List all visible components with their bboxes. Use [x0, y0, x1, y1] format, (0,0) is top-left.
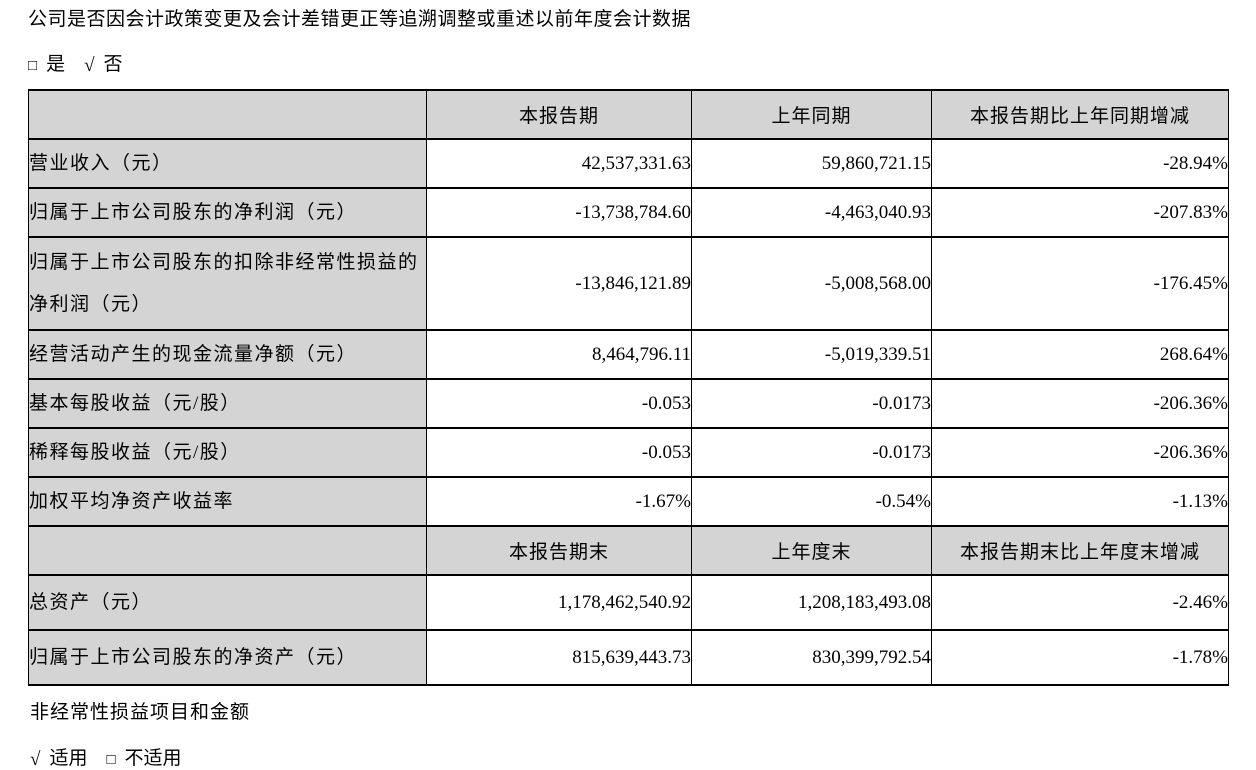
- not-applicable-label: 不适用: [124, 748, 182, 769]
- change-value: -1.13%: [931, 476, 1229, 527]
- prior-period-value: 59,860,721.15: [691, 138, 932, 189]
- change-value: -206.36%: [931, 427, 1229, 478]
- yes-checkbox-icon: □: [28, 57, 38, 74]
- table-row-total-assets: 总资产（元） 1,178,462,540.92 1,208,183,493.08…: [28, 574, 1229, 631]
- endpoint-header-prior: 上年度末: [691, 525, 932, 576]
- current-period-value: -13,846,121.89: [426, 236, 692, 331]
- applicable-label: 适用: [49, 748, 88, 769]
- change-value: -28.94%: [931, 138, 1229, 189]
- row-label: 营业收入（元）: [28, 138, 427, 189]
- row-label: 归属于上市公司股东的扣除非经常性损益的净利润（元）: [28, 236, 427, 331]
- table-row-net-profit: 归属于上市公司股东的净利润（元） -13,738,784.60 -4,463,0…: [28, 187, 1229, 238]
- period-header-empty-cell: [28, 89, 427, 140]
- prior-period-value: -0.54%: [691, 476, 932, 527]
- table-row-basic-eps: 基本每股收益（元/股） -0.053 -0.0173 -206.36%: [28, 378, 1229, 429]
- change-value: -207.83%: [931, 187, 1229, 238]
- period-header-current: 本报告期: [426, 89, 692, 140]
- prior-period-value: -0.0173: [691, 378, 932, 429]
- row-label: 归属于上市公司股东的净利润（元）: [28, 187, 427, 238]
- endpoint-header-row: 本报告期末 上年度末 本报告期末比上年度末增减: [28, 525, 1229, 576]
- period-header-row: 本报告期 上年同期 本报告期比上年同期增减: [28, 89, 1229, 140]
- key-financial-indicators-table: 本报告期 上年同期 本报告期比上年同期增减 营业收入（元） 42,537,331…: [28, 89, 1229, 686]
- current-period-value: 42,537,331.63: [426, 138, 692, 189]
- current-period-value: 1,178,462,540.92: [426, 574, 692, 631]
- endpoint-header-change: 本报告期末比上年度末增减: [931, 525, 1229, 576]
- row-label: 稀释每股收益（元/股）: [28, 427, 427, 478]
- row-label: 归属于上市公司股东的净资产（元）: [28, 629, 427, 686]
- endpoint-header-empty-cell: [28, 525, 427, 576]
- period-header-change: 本报告期比上年同期增减: [931, 89, 1229, 140]
- change-value: 268.64%: [931, 329, 1229, 380]
- no-checkmark-icon: √: [84, 54, 95, 76]
- row-label: 总资产（元）: [28, 574, 427, 631]
- change-value: -1.78%: [931, 629, 1229, 686]
- period-header-prior: 上年同期: [691, 89, 932, 140]
- no-option-label: 否: [103, 54, 123, 75]
- current-period-value: 815,639,443.73: [426, 629, 692, 686]
- table-row-weighted-avg-roe: 加权平均净资产收益率 -1.67% -0.54% -1.13%: [28, 476, 1229, 527]
- current-period-value: -0.053: [426, 427, 692, 478]
- row-label: 经营活动产生的现金流量净额（元）: [28, 329, 427, 380]
- non-recurring-items-title: 非经常性损益项目和金额: [30, 702, 251, 723]
- current-period-value: -1.67%: [426, 476, 692, 527]
- change-value: -2.46%: [931, 574, 1229, 631]
- change-value: -206.36%: [931, 378, 1229, 429]
- current-period-value: -13,738,784.60: [426, 187, 692, 238]
- applicability-line: √ 适用 □ 不适用: [30, 746, 1228, 770]
- prior-period-value: -0.0173: [691, 427, 932, 478]
- not-applicable-checkbox-icon: □: [106, 751, 116, 768]
- endpoint-header-current: 本报告期末: [426, 525, 692, 576]
- table-row-diluted-eps: 稀释每股收益（元/股） -0.053 -0.0173 -206.36%: [28, 427, 1229, 478]
- table-row-net-assets: 归属于上市公司股东的净资产（元） 815,639,443.73 830,399,…: [28, 629, 1229, 686]
- applicable-checkmark-icon: √: [30, 748, 41, 770]
- current-period-value: 8,464,796.11: [426, 329, 692, 380]
- row-label: 加权平均净资产收益率: [28, 476, 427, 527]
- table-row-net-profit-excl-nonrecurring: 归属于上市公司股东的扣除非经常性损益的净利润（元） -13,846,121.89…: [28, 236, 1229, 331]
- yes-option-label: 是: [46, 54, 66, 75]
- change-value: -176.45%: [931, 236, 1229, 331]
- prior-period-value: 1,208,183,493.08: [691, 574, 932, 631]
- current-period-value: -0.053: [426, 378, 692, 429]
- prior-period-value: -5,019,339.51: [691, 329, 932, 380]
- prior-period-value: -5,008,568.00: [691, 236, 932, 331]
- prior-period-value: 830,399,792.54: [691, 629, 932, 686]
- row-label: 基本每股收益（元/股）: [28, 378, 427, 429]
- restatement-answer-line: □ 是 √ 否: [28, 52, 1228, 78]
- table-row-operating-cash-flow: 经营活动产生的现金流量净额（元） 8,464,796.11 -5,019,339…: [28, 329, 1229, 380]
- prior-period-value: -4,463,040.93: [691, 187, 932, 238]
- restatement-question-text: 公司是否因会计政策变更及会计差错更正等追溯调整或重述以前年度会计数据: [28, 9, 692, 30]
- table-row-operating-revenue: 营业收入（元） 42,537,331.63 59,860,721.15 -28.…: [28, 138, 1229, 189]
